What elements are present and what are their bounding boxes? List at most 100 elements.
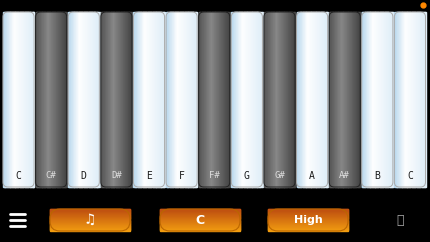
Bar bbox=[266, 12, 267, 187]
Bar bbox=[65, 12, 66, 187]
Bar bbox=[355, 12, 356, 187]
Text: A: A bbox=[309, 171, 315, 181]
Bar bbox=[101, 12, 102, 187]
Bar bbox=[268, 212, 348, 213]
Bar bbox=[214, 12, 215, 187]
Bar bbox=[287, 12, 288, 187]
Bar bbox=[57, 12, 58, 187]
Bar bbox=[220, 12, 221, 187]
Bar bbox=[315, 12, 316, 187]
Bar bbox=[7, 12, 8, 187]
Bar bbox=[381, 12, 382, 187]
Bar bbox=[383, 12, 384, 187]
Bar bbox=[268, 229, 348, 230]
Bar bbox=[319, 12, 320, 187]
Bar bbox=[160, 212, 240, 213]
Bar bbox=[268, 227, 348, 228]
Bar bbox=[50, 217, 130, 218]
Bar bbox=[32, 12, 33, 187]
Bar bbox=[160, 228, 240, 229]
Bar bbox=[268, 218, 348, 219]
Bar bbox=[363, 12, 364, 187]
Bar bbox=[50, 223, 130, 224]
Bar bbox=[71, 12, 72, 187]
Bar bbox=[268, 224, 348, 226]
Bar bbox=[38, 12, 39, 187]
Bar bbox=[58, 12, 59, 187]
Bar bbox=[160, 222, 240, 223]
Bar bbox=[301, 12, 302, 187]
Bar bbox=[68, 12, 69, 187]
Bar bbox=[3, 12, 4, 187]
Bar bbox=[335, 12, 336, 187]
Bar bbox=[50, 218, 130, 219]
Bar bbox=[268, 213, 348, 214]
Bar bbox=[160, 221, 240, 222]
Bar bbox=[397, 12, 399, 187]
Bar bbox=[185, 12, 186, 187]
Bar bbox=[191, 12, 192, 187]
Bar bbox=[392, 12, 393, 187]
Bar bbox=[231, 12, 232, 187]
Bar bbox=[267, 12, 269, 187]
Bar bbox=[114, 12, 115, 187]
Bar bbox=[276, 12, 277, 187]
Bar bbox=[126, 12, 127, 187]
Bar bbox=[389, 12, 390, 187]
Bar bbox=[265, 12, 266, 187]
Bar bbox=[50, 229, 130, 230]
Bar bbox=[303, 12, 304, 187]
Bar bbox=[75, 12, 76, 187]
Bar bbox=[285, 12, 286, 187]
Bar bbox=[312, 12, 313, 187]
Bar bbox=[345, 12, 346, 187]
Bar bbox=[57, 12, 58, 187]
Bar bbox=[337, 12, 338, 187]
Bar bbox=[268, 216, 348, 217]
Bar bbox=[170, 12, 172, 187]
Bar bbox=[50, 219, 130, 220]
Bar bbox=[50, 228, 130, 229]
Bar bbox=[215, 12, 216, 187]
Bar bbox=[258, 12, 259, 187]
Bar bbox=[202, 12, 203, 187]
Bar bbox=[50, 213, 130, 214]
Bar bbox=[160, 213, 240, 214]
Bar bbox=[40, 12, 42, 187]
Bar bbox=[135, 12, 136, 187]
Bar bbox=[416, 12, 417, 187]
Bar bbox=[160, 223, 240, 224]
Bar bbox=[343, 12, 344, 187]
Text: ♫: ♫ bbox=[84, 213, 96, 227]
Bar bbox=[28, 12, 29, 187]
Bar bbox=[376, 12, 377, 187]
Bar bbox=[268, 211, 348, 212]
Bar bbox=[160, 220, 240, 221]
Bar bbox=[73, 12, 74, 187]
Bar bbox=[121, 12, 122, 187]
Bar bbox=[222, 12, 223, 187]
Bar bbox=[160, 230, 240, 231]
Bar bbox=[267, 12, 268, 187]
Bar bbox=[138, 12, 139, 187]
Bar bbox=[358, 12, 359, 187]
Text: C: C bbox=[196, 213, 205, 227]
Bar bbox=[308, 12, 309, 187]
Bar bbox=[147, 12, 148, 187]
Bar bbox=[167, 12, 168, 187]
Bar bbox=[250, 12, 251, 187]
Bar bbox=[24, 12, 25, 187]
Bar bbox=[51, 12, 52, 187]
Bar bbox=[37, 12, 38, 187]
Bar bbox=[380, 12, 381, 187]
Bar bbox=[160, 227, 240, 228]
Bar bbox=[268, 211, 348, 212]
Bar bbox=[210, 12, 211, 187]
Bar bbox=[74, 12, 75, 187]
Bar bbox=[77, 12, 78, 187]
Bar bbox=[371, 12, 372, 187]
Bar bbox=[176, 12, 177, 187]
Bar bbox=[225, 12, 226, 187]
Bar bbox=[188, 12, 189, 187]
Bar bbox=[414, 12, 415, 187]
